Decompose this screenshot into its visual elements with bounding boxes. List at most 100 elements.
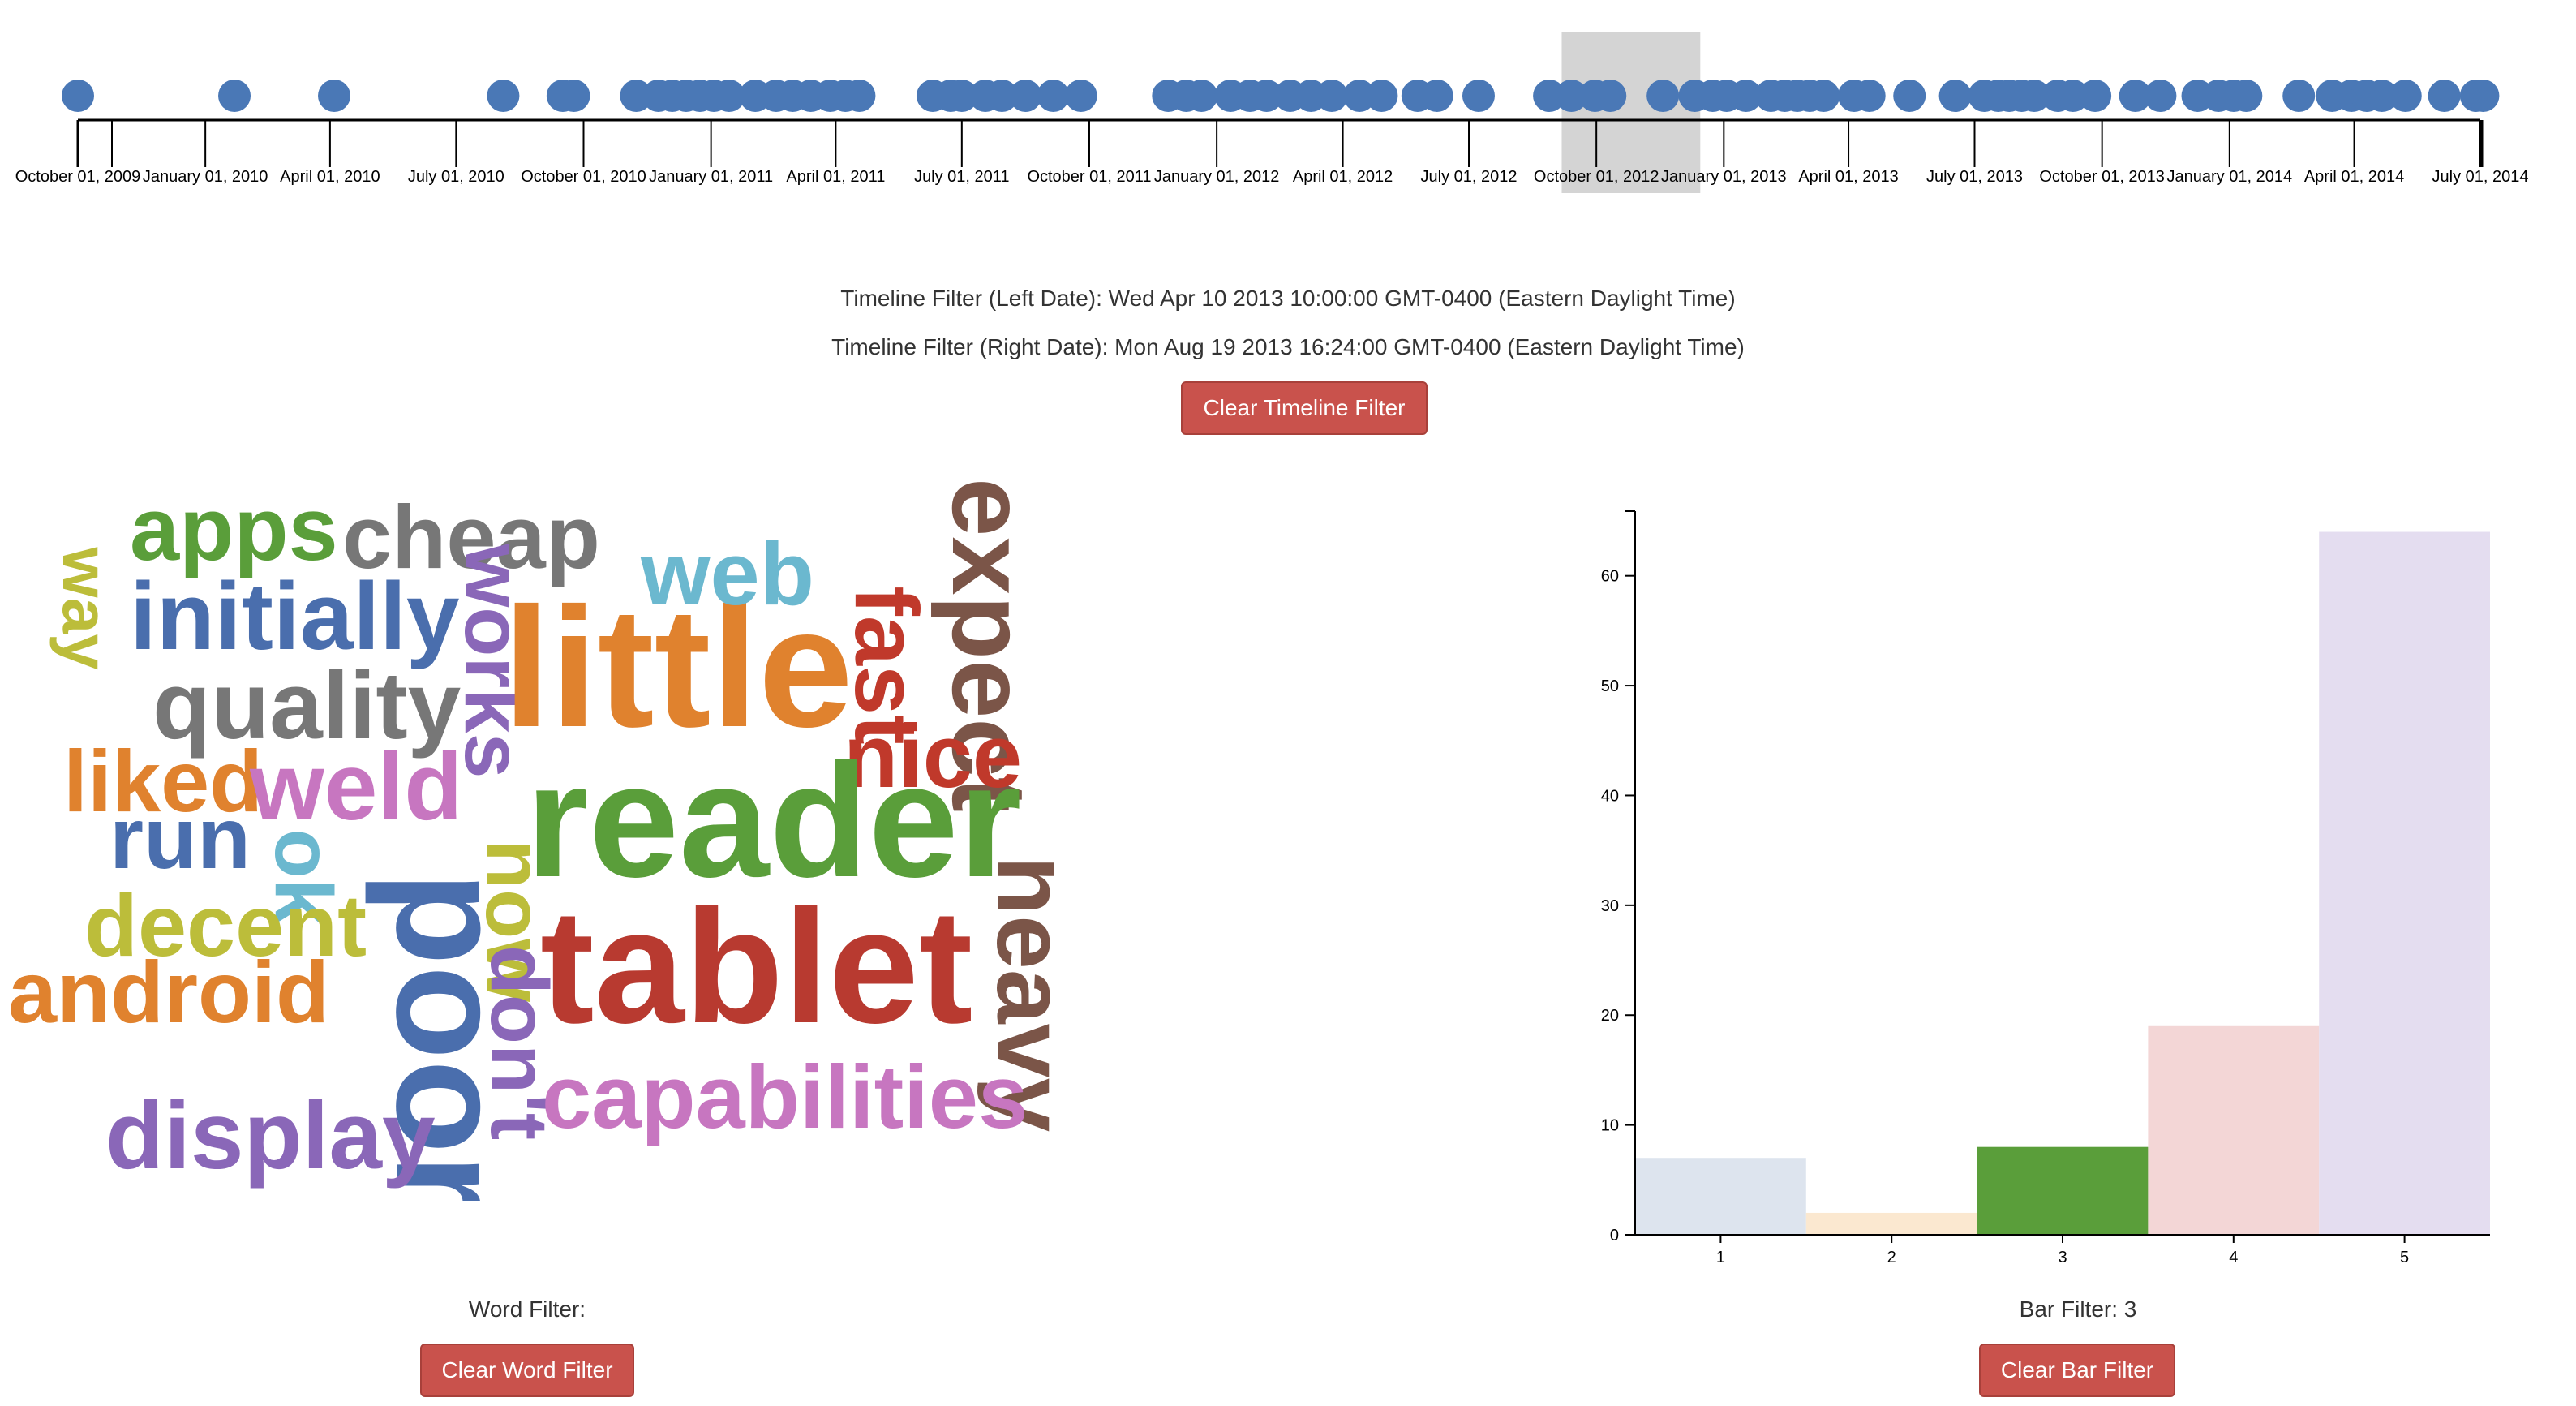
timeline-point[interactable] [1893,80,1926,112]
timeline-point[interactable] [2230,80,2263,112]
word-cloud-word[interactable]: heavy [977,856,1054,1133]
timeline-tick-label: January 01, 2013 [1661,168,1787,186]
timeline-tick-label: July 01, 2014 [2432,168,2529,186]
word-cloud-word[interactable]: run [109,789,251,887]
timeline-point[interactable] [1646,80,1680,112]
timeline-tick-label: April 01, 2011 [786,168,885,186]
timeline-tick-label: April 01, 2013 [1798,168,1898,186]
timeline-point[interactable] [1462,80,1495,112]
timeline-point[interactable] [1315,80,1348,112]
timeline-point[interactable] [2079,80,2112,112]
timeline-point[interactable] [1365,80,1398,112]
timeline-point[interactable] [1064,80,1097,112]
word-cloud-word[interactable]: web [640,524,814,624]
timeline-point[interactable] [2056,80,2089,112]
timeline-point[interactable] [218,80,251,112]
word-cloud-word[interactable]: decent [84,876,367,974]
word-cloud-word[interactable]: tablet [540,876,972,1057]
word-cloud-word[interactable]: don't [474,945,565,1140]
timeline-point[interactable] [2144,80,2177,112]
word-cloud-word[interactable]: reader [526,730,1022,911]
timeline-tick-label: October 01, 2012 [1534,168,1659,186]
timeline-tick-label: January 01, 2012 [1154,168,1280,186]
timeline-point[interactable] [1807,80,1840,112]
word-cloud-word[interactable]: display [105,1082,436,1189]
timeline-point[interactable] [945,80,978,112]
y-tick-label: 20 [1601,1007,1619,1025]
word-cloud-word[interactable]: weld [249,733,462,841]
timeline-point[interactable] [1185,80,1218,112]
timeline-point[interactable] [1533,80,1566,112]
timeline-point[interactable] [1555,80,1588,112]
bar-5[interactable] [2319,531,2490,1235]
timeline-chart[interactable]: October 01, 2009 January 01, 2010 April 01… [0,0,2576,203]
word-cloud-word[interactable]: ok [258,829,349,924]
timeline-tick-label: January 01, 2011 [649,168,773,186]
bar-3[interactable] [1977,1146,2149,1235]
timeline-tick-label: October 01, 2009 [15,168,141,186]
bar-2[interactable] [1805,1212,1977,1235]
timeline-tick-label: October 01, 2013 [2039,168,2165,186]
word-cloud-word[interactable]: liked [63,732,263,830]
timeline-point[interactable] [318,80,351,112]
timeline-point[interactable] [712,80,745,112]
timeline-point[interactable] [2119,80,2152,112]
timeline-point[interactable] [1009,80,1042,112]
y-tick-label: 30 [1601,897,1619,915]
timeline-point[interactable] [620,80,653,112]
bar-4[interactable] [2148,1025,2320,1235]
timeline-point[interactable] [1037,80,1070,112]
word-cloud[interactable]: apps cheap way initiallyworkslittlewebfaste… [0,454,1054,1201]
word-filter-text: Word Filter: [468,1296,586,1322]
bar-1[interactable] [1635,1158,1806,1235]
timeline-point[interactable] [2017,80,2050,112]
word-cloud-word[interactable]: apps [130,479,338,579]
timeline-tick-label: October 01, 2010 [521,168,646,186]
timeline-point[interactable] [2467,80,2500,112]
timeline-point[interactable] [1729,80,1762,112]
word-cloud-word[interactable]: fast [836,586,936,745]
timeline-tick-label: July 01, 2011 [914,168,1010,186]
word-cloud-word[interactable]: android [8,943,329,1041]
word-cloud-word[interactable]: nice [844,707,1022,806]
timeline-point[interactable] [1853,80,1886,112]
timeline-point[interactable] [1594,80,1627,112]
word-cloud-word[interactable]: little [503,572,853,763]
word-cloud-word[interactable]: capabilities [542,1047,1028,1147]
word-cloud-word[interactable]: works [448,543,539,778]
timeline-tick-label: January 01, 2010 [143,168,268,186]
clear-word-filter-button[interactable]: Clear Word Filter [420,1344,634,1397]
word-cloud-word[interactable]: poor [364,871,536,1201]
timeline-point[interactable] [1420,80,1453,112]
word-cloud-word[interactable]: way [49,546,122,670]
timeline-tick-label: April 01, 2012 [1293,168,1393,186]
clear-bar-filter-button[interactable]: Clear Bar Filter [1979,1344,2175,1397]
word-cloud-word[interactable]: expect [930,478,1049,812]
y-tick-label: 10 [1601,1117,1619,1135]
timeline-point[interactable] [62,80,94,112]
word-cloud-word[interactable]: initially [130,563,460,670]
timeline-point[interactable] [2428,80,2461,112]
word-cloud-word[interactable]: quality [152,652,461,759]
word-cloud-word[interactable]: now [469,840,560,1002]
timeline-tick-label: July 01, 2010 [408,168,504,186]
timeline-brush-selection[interactable] [1561,32,1701,193]
timeline-point[interactable] [985,80,1019,112]
timeline-point[interactable] [843,80,876,112]
clear-timeline-filter-button[interactable]: Clear Timeline Filter [1181,381,1428,435]
timeline-tick-label: April 01, 2014 [2304,168,2404,186]
timeline-point[interactable] [557,80,590,112]
timeline-tick-label: April 01, 2010 [280,168,380,186]
x-tick-label: 5 [2400,1249,2409,1266]
timeline-point[interactable] [1250,80,1283,112]
word-cloud-word[interactable]: cheap [342,488,600,587]
timeline-point[interactable] [487,80,520,112]
timeline-left-date-text: Timeline Filter (Left Date): Wed Apr 10 … [840,286,1736,311]
timeline-point[interactable] [2282,80,2316,112]
timeline-point[interactable] [1343,80,1376,112]
timeline-point[interactable] [2389,80,2422,112]
timeline-point[interactable] [1938,80,1972,112]
timeline-point[interactable] [2365,80,2398,112]
y-tick-label: 40 [1601,787,1619,805]
